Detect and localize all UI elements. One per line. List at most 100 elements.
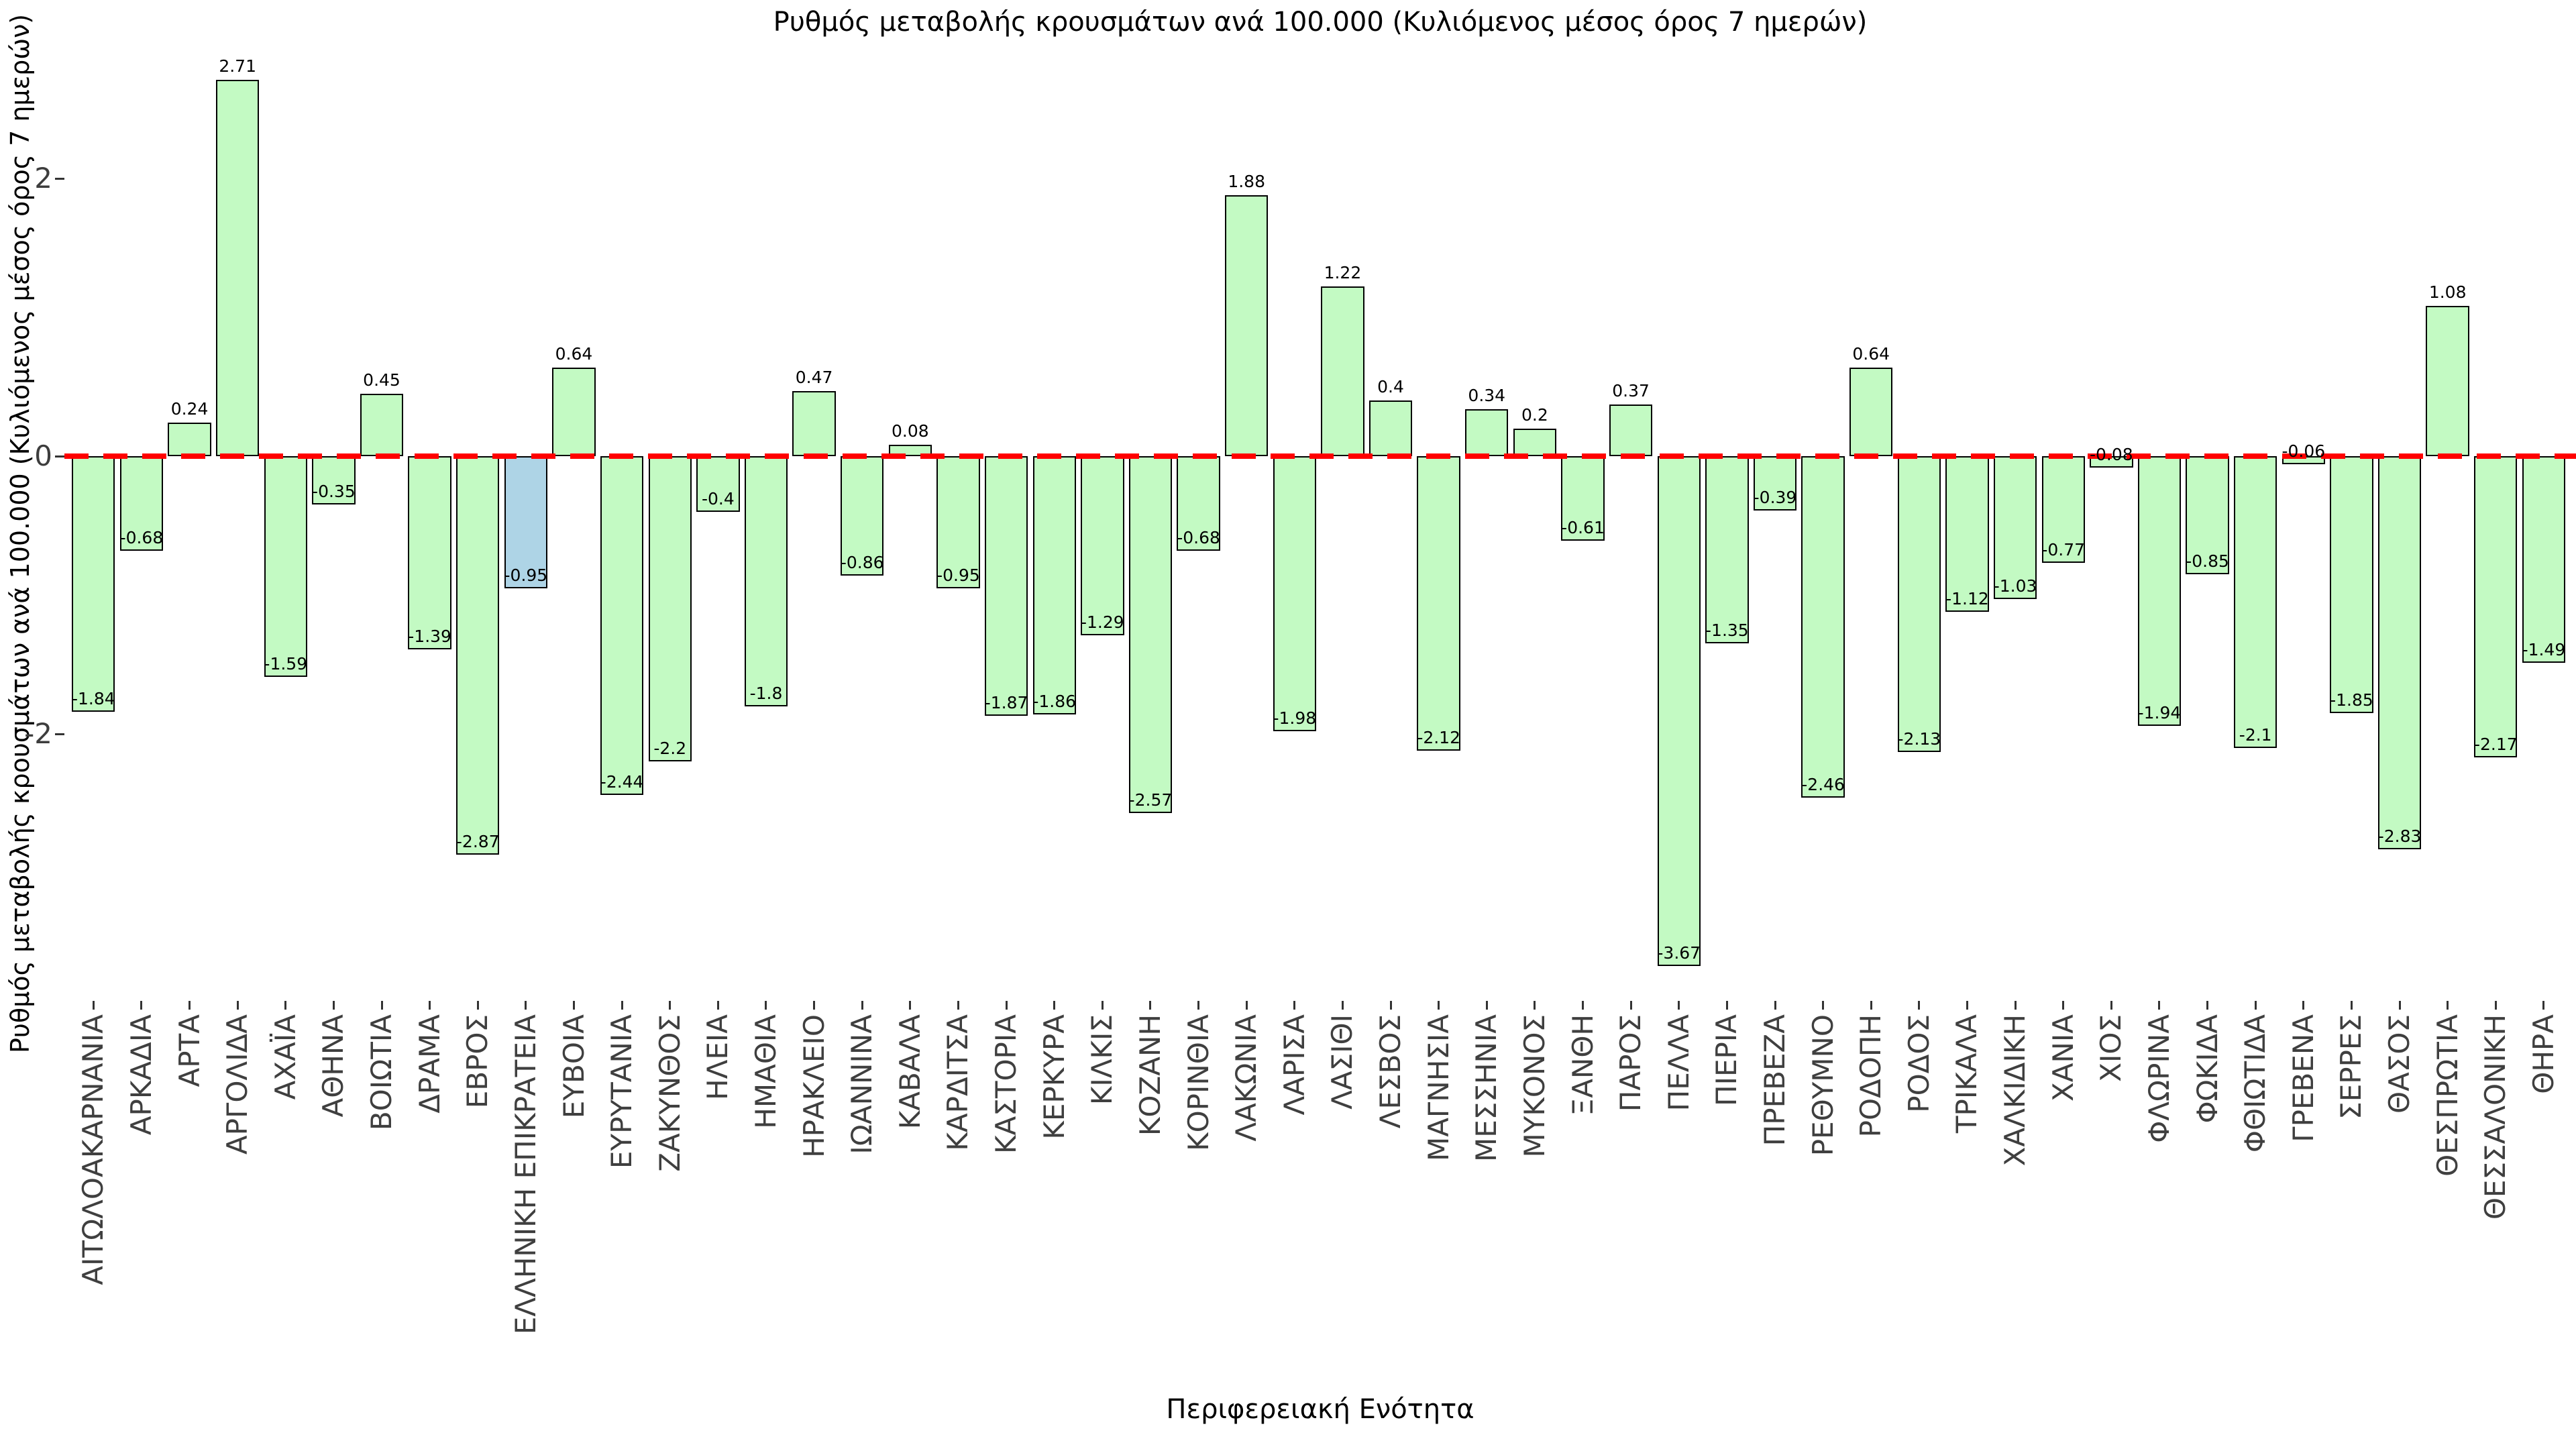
bar [2186,456,2229,574]
x-tick [189,1001,191,1010]
x-tick [1678,1001,1680,1010]
x-tick [2494,1001,2497,1010]
bar-value-label: -1.12 [1945,588,1989,608]
bar [2330,456,2373,713]
x-tick-label-text: ΧΑΛΚΙΔΙΚΗ [1998,1014,2032,1167]
bar [696,456,740,512]
bar-value-label: -3.67 [1657,943,1701,963]
bar-value-label: 0.37 [1612,381,1650,401]
x-tick-label-text: ΗΡΑΚΛΕΙΟ [797,1014,830,1158]
bar [1753,456,1797,511]
x-tick-label-text: ΘΗΡΑ [2526,1014,2560,1094]
bar [1993,456,2037,600]
bar-value-label: -1.49 [2522,640,2566,660]
bar-value-label: -2.46 [1801,775,1845,795]
bar-value-label: 0.64 [555,343,593,364]
bar [72,456,115,712]
bar [2041,456,2085,564]
bar-value-label: -0.68 [119,527,164,547]
bar-value-label: 0.47 [795,367,833,387]
bar [264,456,307,678]
bar-value-label: -1.86 [1032,692,1077,712]
y-tick-label: 0 [34,439,52,472]
bar [215,80,260,456]
bar [841,456,884,576]
x-tick-label-text: ΑΡΓΟΛΙΔΑ [221,1014,254,1155]
x-tick-label-text: ΛΑΡΙΣΑ [1277,1014,1311,1116]
x-tick [2158,1001,2161,1010]
bar-value-label: -1.35 [1705,621,1749,641]
x-tick-label-text: ΚΟΖΑΝΗ [1133,1014,1167,1136]
bar [360,393,404,456]
x-tick-label-text: ΗΛΕΙΑ [701,1014,735,1100]
x-tick-label-text: ΡΕΘΥΜΝΟ [1806,1014,1839,1157]
x-tick-label-text: ΜΕΣΣΗΝΙΑ [1470,1014,1503,1162]
bar-value-label: 0.2 [1521,405,1548,425]
zero-line [64,453,2576,459]
x-tick-label-text: ΑΘΗΝΑ [317,1014,350,1118]
x-tick [2254,1001,2257,1010]
x-tick-label-text: ΡΟΔΟΣ [1902,1014,1935,1113]
x-tick [332,1001,335,1010]
bar-value-label: -2.57 [1128,790,1173,810]
x-tick-label-text: ΙΩΑΝΝΙΝΑ [845,1014,879,1155]
x-tick [2398,1001,2401,1010]
x-tick-label-text: ΕΒΡΟΣ [461,1014,494,1109]
bar-value-label: -1.29 [1080,612,1124,633]
bar-value-label: -0.06 [2282,441,2326,462]
bar-value-label: -2.12 [1417,727,1460,747]
x-tick-label-text: ΦΛΩΡΙΝΑ [2142,1014,2176,1143]
x-tick [1822,1001,1825,1010]
bar-value-label: -1.84 [71,688,115,708]
bar-value-label: -2.1 [2239,724,2272,745]
bar-value-label: -2.44 [600,772,644,792]
bar-value-label: -2.83 [2377,826,2422,846]
x-tick-label-text: ΡΟΔΟΠΗ [1854,1014,1888,1138]
x-tick [1918,1001,1921,1010]
chart-title: Ρυθμός μεταβολής κρουσμάτων ανά 100.000 … [773,7,1868,38]
bar [744,456,788,706]
x-tick [1053,1001,1056,1010]
bar-value-label: -0.86 [840,553,884,573]
bar-value-label: -0.68 [1177,527,1220,547]
bar [1177,456,1220,551]
x-tick [92,1001,95,1010]
bar [1032,456,1076,715]
bar-value-label: -1.03 [1993,576,2037,596]
bar-value-label: -0.61 [1561,518,1605,538]
x-tick-label-text: ΓΡΕΒΕΝΑ [2286,1014,2320,1142]
bar [648,456,692,762]
bar-value-label: -0.95 [936,565,980,585]
x-tick-label-text: ΧΙΟΣ [2094,1014,2128,1082]
bar [1801,456,1845,798]
x-tick-label-text: ΠΡΕΒΕΖΑ [1758,1014,1791,1146]
x-tick [716,1001,719,1010]
bar [1945,456,1989,612]
x-tick-label-text: ΤΡΙΚΑΛΑ [1950,1014,1984,1134]
bar-value-label: -0.95 [504,565,548,585]
x-tick [1101,1001,1104,1010]
x-tick [1966,1001,1968,1010]
bar [2474,456,2518,758]
bar-value-label: 0.64 [1852,343,1890,364]
bar [1849,367,1893,456]
x-tick-label-text: ΣΕΡΡΕΣ [2334,1014,2368,1120]
bar-value-label: -0.4 [701,488,735,508]
bar-value-label: 1.08 [2428,282,2467,303]
x-tick [476,1001,479,1010]
bar [1465,409,1509,456]
x-tick [909,1001,912,1010]
bar-value-label: -1.85 [2330,690,2373,710]
bar [504,456,548,588]
x-tick [2206,1001,2209,1010]
x-tick [1629,1001,1632,1010]
x-tick-label-text: ΚΑΣΤΟΡΙΑ [989,1014,1023,1154]
bar [168,423,211,456]
x-tick-label-text: ΕΥΡΥΤΑΝΙΑ [605,1014,639,1169]
bar [1417,456,1460,751]
x-tick-label-text: ΠΕΛΛΑ [1662,1014,1695,1112]
bar [1561,456,1605,541]
bar-value-label: -0.35 [312,482,356,502]
bar-value-label: -2.17 [2473,735,2518,755]
